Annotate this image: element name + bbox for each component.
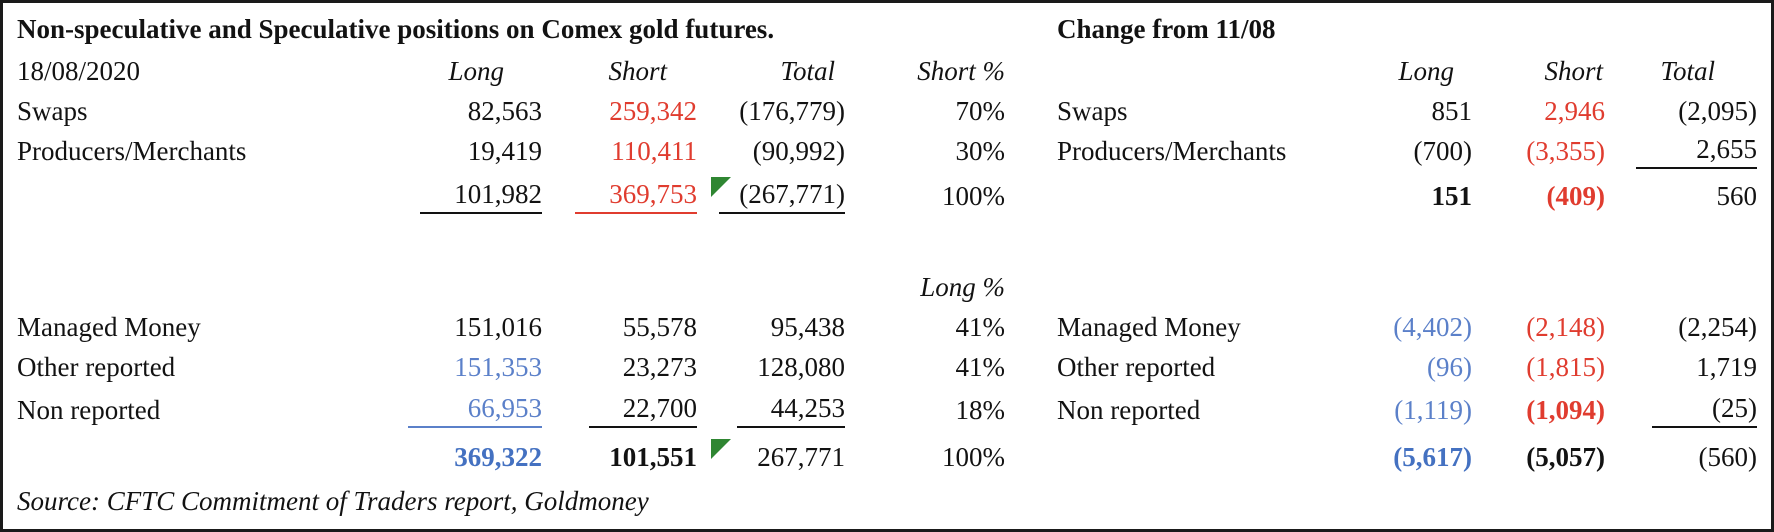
change-row-nonreported: Non reported (1,119) (1,094) (25) bbox=[1053, 387, 1763, 433]
change-table: Change from 11/08 Long Short Total Swaps… bbox=[1053, 7, 1763, 521]
row-producers-merchants: Producers/Merchants 19,419 110,411 (90,9… bbox=[13, 131, 1011, 171]
change-other-label: Other reported bbox=[1057, 351, 1216, 382]
spec-total-total: 267,771 bbox=[703, 433, 851, 481]
positions-table: Non-speculative and Speculative position… bbox=[13, 7, 1011, 521]
change-subtotal-short: (409) bbox=[1546, 180, 1605, 211]
other-long-pct: 41% bbox=[955, 351, 1006, 382]
change-spec-total-total: (560) bbox=[1698, 441, 1757, 472]
spacer-row bbox=[1053, 481, 1763, 521]
spacer-row bbox=[1053, 267, 1763, 307]
change-subtotal-total: 560 bbox=[1716, 180, 1758, 211]
change-row-spec-total: (5,617) (5,057) (560) bbox=[1053, 433, 1763, 481]
change-managed-short: (2,148) bbox=[1526, 311, 1605, 342]
change-other-long: (96) bbox=[1427, 351, 1472, 382]
positions-header-row: 18/08/2020 Long Short Total Short % bbox=[13, 51, 1011, 91]
positions-table-title: Non-speculative and Speculative position… bbox=[17, 13, 775, 44]
spacer-row bbox=[13, 221, 1011, 267]
change-swaps-long: 851 bbox=[1431, 95, 1473, 126]
row-other-reported: Other reported 151,353 23,273 128,080 41… bbox=[13, 347, 1011, 387]
change-row-swaps: Swaps 851 2,946 (2,095) bbox=[1053, 91, 1763, 131]
change-col-header-total: Total bbox=[1660, 55, 1715, 86]
change-producers-short: (3,355) bbox=[1526, 135, 1605, 166]
change-col-header-short: Short bbox=[1544, 55, 1603, 86]
managed-long: 151,016 bbox=[454, 311, 542, 342]
other-label: Other reported bbox=[17, 351, 176, 382]
row-swaps: Swaps 82,563 259,342 (176,779) 70% bbox=[13, 91, 1011, 131]
col-header-total: Total bbox=[780, 55, 835, 86]
change-nonreported-total: (25) bbox=[1611, 387, 1763, 433]
nonreported-label: Non reported bbox=[17, 394, 161, 425]
nonreported-total: 44,253 bbox=[703, 387, 851, 433]
col-header-short-pct: Short % bbox=[917, 55, 1005, 86]
other-short: 23,273 bbox=[622, 351, 697, 382]
subtotal-short-pct: 100% bbox=[942, 180, 1005, 211]
swaps-short: 259,342 bbox=[609, 95, 697, 126]
change-nonreported-label: Non reported bbox=[1057, 394, 1201, 425]
source-note: Source: CFTC Commitment of Traders repor… bbox=[17, 485, 649, 516]
producers-long: 19,419 bbox=[467, 135, 542, 166]
change-managed-label: Managed Money bbox=[1057, 311, 1241, 342]
producers-short: 110,411 bbox=[611, 135, 697, 166]
swaps-label: Swaps bbox=[17, 95, 88, 126]
change-nonreported-long: (1,119) bbox=[1394, 394, 1472, 425]
change-row-other: Other reported (96) (1,815) 1,719 bbox=[1053, 347, 1763, 387]
change-producers-total: 2,655 bbox=[1611, 131, 1763, 171]
change-col-header-long: Long bbox=[1398, 55, 1454, 86]
change-title-row: Change from 11/08 bbox=[1053, 7, 1763, 51]
managed-total: 95,438 bbox=[770, 311, 845, 342]
col-header-long-pct: Long % bbox=[920, 271, 1005, 302]
change-producers-label: Producers/Merchants bbox=[1057, 135, 1287, 166]
spec-total-long-pct: 100% bbox=[942, 441, 1005, 472]
change-producers-long: (700) bbox=[1413, 135, 1472, 166]
change-managed-long: (4,402) bbox=[1393, 311, 1472, 342]
managed-short: 55,578 bbox=[622, 311, 697, 342]
row-speculative-total: 369,322 101,551 267,771 100% bbox=[13, 433, 1011, 481]
subtotal-total: (267,771) bbox=[703, 171, 851, 221]
change-spec-total-short: (5,057) bbox=[1526, 441, 1605, 472]
swaps-total: (176,779) bbox=[739, 95, 845, 126]
excel-error-flag-icon bbox=[711, 439, 731, 459]
swaps-short-pct: 70% bbox=[955, 95, 1006, 126]
nonreported-long-pct: 18% bbox=[955, 394, 1006, 425]
swaps-long: 82,563 bbox=[467, 95, 542, 126]
change-swaps-total: (2,095) bbox=[1678, 95, 1757, 126]
producers-short-pct: 30% bbox=[955, 135, 1006, 166]
change-swaps-short: 2,946 bbox=[1544, 95, 1605, 126]
producers-label: Producers/Merchants bbox=[17, 135, 247, 166]
change-row-managed: Managed Money (4,402) (2,148) (2,254) bbox=[1053, 307, 1763, 347]
change-subtotal-long: 151 bbox=[1431, 180, 1473, 211]
change-row-nonspec-subtotal: 151 (409) 560 bbox=[1053, 171, 1763, 221]
row-non-reported: Non reported 66,953 22,700 44,253 18% bbox=[13, 387, 1011, 433]
change-table-title: Change from 11/08 bbox=[1057, 13, 1276, 44]
change-header-row: Long Short Total bbox=[1053, 51, 1763, 91]
change-nonreported-short: (1,094) bbox=[1526, 394, 1605, 425]
change-spec-total-long: (5,617) bbox=[1393, 441, 1472, 472]
source-row: Source: CFTC Commitment of Traders repor… bbox=[13, 481, 1011, 521]
col-header-short: Short bbox=[608, 55, 667, 86]
change-row-producers: Producers/Merchants (700) (3,355) 2,655 bbox=[1053, 131, 1763, 171]
change-swaps-label: Swaps bbox=[1057, 95, 1128, 126]
change-other-total: 1,719 bbox=[1696, 351, 1757, 382]
positions-title-row: Non-speculative and Speculative position… bbox=[13, 7, 1011, 51]
spacer-row bbox=[1053, 221, 1763, 267]
spec-total-long: 369,322 bbox=[454, 441, 542, 472]
row-nonspeculative-subtotal: 101,982 369,753 (267,771) 100% bbox=[13, 171, 1011, 221]
producers-total: (90,992) bbox=[752, 135, 845, 166]
managed-long-pct: 41% bbox=[955, 311, 1006, 342]
change-managed-total: (2,254) bbox=[1678, 311, 1757, 342]
nonreported-long: 66,953 bbox=[348, 387, 548, 433]
report-date: 18/08/2020 bbox=[17, 55, 141, 86]
row-managed-money: Managed Money 151,016 55,578 95,438 41% bbox=[13, 307, 1011, 347]
spec-total-short: 101,551 bbox=[609, 441, 697, 472]
other-long: 151,353 bbox=[454, 351, 542, 382]
change-other-short: (1,815) bbox=[1526, 351, 1605, 382]
col-header-long: Long bbox=[448, 55, 504, 86]
other-total: 128,080 bbox=[757, 351, 845, 382]
subtotal-long: 101,982 bbox=[348, 171, 548, 221]
subtotal-short: 369,753 bbox=[548, 171, 703, 221]
managed-label: Managed Money bbox=[17, 311, 201, 342]
long-pct-header-row: Long % bbox=[13, 267, 1011, 307]
nonreported-short: 22,700 bbox=[548, 387, 703, 433]
